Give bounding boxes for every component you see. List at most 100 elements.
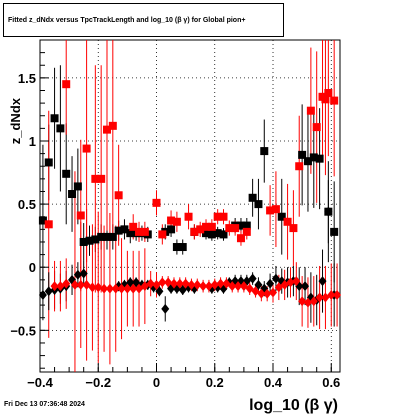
data-point-diamond [70,279,79,290]
data-point-diamond [228,281,237,292]
data-point-diamond [129,283,138,294]
data-point-square [82,144,91,153]
data-point-diamond [181,278,190,289]
data-point-square [108,121,117,130]
data-point-diamond [146,278,155,289]
data-point-square [114,226,123,235]
data-point-diamond [161,303,170,314]
data-point-square [158,230,167,239]
data-point-square [213,212,222,221]
data-point-diamond [199,281,208,292]
data-point-square [271,205,280,214]
data-point-diamond [111,283,120,294]
data-point-diamond [309,296,318,307]
data-point-diamond [88,282,97,293]
markers [38,80,342,314]
x-tick-label: 0.6 [322,375,340,390]
data-point-diamond [123,283,132,294]
data-point-square [309,153,318,162]
data-point-diamond [76,279,85,290]
data-point-diamond [318,276,327,287]
data-point-diamond [56,281,65,292]
data-point-square [207,230,216,239]
data-point-diamond [175,278,184,289]
data-point-square [283,217,292,226]
y-tick-label: −0.5 [10,323,36,338]
data-point-square [91,235,100,244]
data-point-square [213,229,222,238]
data-point-square [324,89,333,98]
y-tick-label: 0.5 [18,197,36,212]
data-point-square [321,95,330,104]
data-point-square [207,222,216,231]
data-point-diamond [292,276,301,287]
data-point-diamond [73,269,82,280]
data-point-square [202,222,211,231]
data-point-square [97,232,106,241]
data-point-diamond [79,268,88,279]
data-point-diamond [266,278,275,289]
data-point-square [172,217,181,226]
axis-ticks: −0.4 −0.2 0 0.2 0.4 0.6 −0.5 0 0.5 1 1.5 [10,39,340,390]
data-point-diamond [254,279,263,290]
data-point-diamond [269,287,278,298]
data-point-diamond [303,297,312,308]
data-point-square [73,182,82,191]
data-point-square [50,114,59,123]
data-point-square [219,212,228,221]
data-point-square [196,225,205,234]
data-point-square [62,80,71,89]
data-point-square [114,191,123,200]
plot-frame [39,39,341,373]
data-point-square [330,96,339,105]
data-point-diamond [210,279,219,290]
x-tick-label: 0.2 [206,375,224,390]
data-point-diamond [327,289,336,300]
data-point-square [152,198,161,207]
data-point-square [266,206,275,215]
data-point-square [126,229,135,238]
x-tick-label: −0.4 [27,375,53,390]
data-point-square [295,162,304,171]
data-point-diamond [44,286,53,297]
timestamp: Fri Dec 13 07:36:48 2024 [4,401,85,408]
x-tick-label: 0.4 [264,375,283,390]
data-point-square [236,221,245,230]
data-point-diamond [216,278,225,289]
data-point-diamond [248,273,257,284]
data-point-square [167,216,176,225]
data-point-square [260,147,269,156]
data-point-square [306,106,315,115]
x-axis-label: log_10 (β γ) [249,397,338,414]
data-point-diamond [164,277,173,288]
y-tick-label: 1.5 [18,71,36,86]
data-point-square [129,222,138,231]
data-point-square [140,227,149,236]
data-point-square [38,216,47,225]
data-point-square [298,150,307,159]
data-point-square [184,212,193,221]
data-point-square [248,193,257,202]
data-point-square [225,224,234,233]
data-point-diamond [117,283,126,294]
data-point-diamond [204,281,213,292]
data-point-square [62,169,71,178]
data-point-square [44,220,53,229]
data-point-square [303,157,312,166]
data-point-square [202,229,211,238]
data-point-square [236,234,245,243]
data-point-diamond [315,292,324,303]
data-point-square [172,243,181,252]
data-point-square [242,227,251,236]
data-point-diamond [333,289,342,300]
data-point-square [254,200,263,209]
data-point-square [102,125,111,134]
data-point-square [330,227,339,236]
data-point-diamond [158,277,167,288]
data-point-square [277,212,286,221]
data-point-square [102,232,111,241]
y-axis-label: z_dNdx [8,97,23,144]
y-tick-label: 0 [29,260,36,275]
data-point-diamond [263,288,272,299]
data-point-diamond [193,279,202,290]
